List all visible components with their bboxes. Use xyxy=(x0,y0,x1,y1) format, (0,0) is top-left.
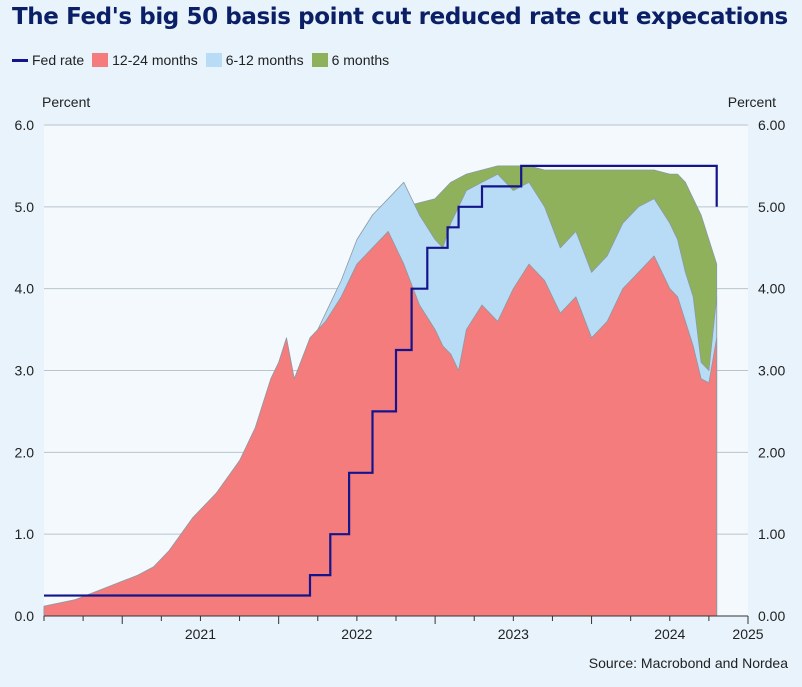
legend: Fed rate 12-24 months 6-12 months 6 mont… xyxy=(12,52,397,68)
line-fed-rate xyxy=(43,164,718,597)
x-tick-label-2022: 2022 xyxy=(341,626,372,642)
legend-swatch-6-12 xyxy=(205,53,222,67)
y-tick-left-5: 5.0 xyxy=(15,199,35,215)
y-tick-left-0: 0.0 xyxy=(15,608,35,624)
legend-label-12-24: 12-24 months xyxy=(112,52,198,68)
y-tick-right-1: 1.00 xyxy=(758,526,785,542)
source-note: Source: Macrobond and Nordea xyxy=(588,655,788,671)
y-tick-right-3: 3.00 xyxy=(758,363,785,379)
y-tick-left-2: 2.0 xyxy=(15,444,35,460)
x-tick-label-2023: 2023 xyxy=(498,626,529,642)
legend-swatch-6m xyxy=(311,53,328,67)
legend-label-fed: Fed rate xyxy=(32,52,85,68)
legend-swatch-fed xyxy=(12,58,28,62)
y-tick-left-6: 6.0 xyxy=(15,117,35,133)
chart-title: The Fed's big 50 basis point cut reduced… xyxy=(12,4,788,30)
legend-item-6-12: 6-12 months xyxy=(205,52,304,68)
y-tick-left-4: 4.0 xyxy=(15,281,35,297)
y-axis-unit-right: Percent xyxy=(727,94,776,110)
y-tick-right-4: 4.00 xyxy=(758,281,785,297)
legend-item-fed: Fed rate xyxy=(12,52,84,68)
y-tick-right-6: 6.00 xyxy=(758,117,785,133)
legend-item-12-24: 12-24 months xyxy=(92,52,198,68)
area-12-24-months xyxy=(43,231,718,617)
legend-item-6m: 6 months xyxy=(311,52,390,68)
y-tick-left-1: 1.0 xyxy=(15,526,35,542)
x-tick-label-2025: 2025 xyxy=(732,626,763,642)
y-tick-right-0: 0.00 xyxy=(758,608,785,624)
y-tick-left-3: 3.0 xyxy=(15,363,35,379)
y-tick-right-2: 2.00 xyxy=(758,444,785,460)
legend-label-6-12: 6-12 months xyxy=(225,52,304,68)
x-tick-label-2021: 2021 xyxy=(185,626,216,642)
legend-swatch-12-24 xyxy=(92,53,109,67)
x-tick-label-2024: 2024 xyxy=(654,626,685,642)
y-tick-right-5: 5.00 xyxy=(758,199,785,215)
legend-label-6m: 6 months xyxy=(331,52,390,68)
y-axis-unit-left: Percent xyxy=(42,94,91,110)
